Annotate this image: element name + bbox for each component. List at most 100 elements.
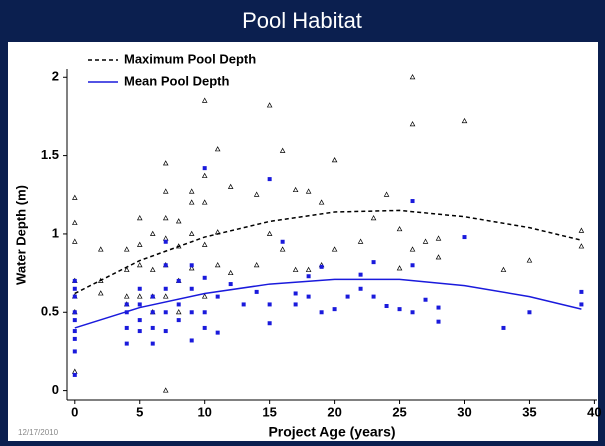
max-depth-point [409,121,416,127]
mean-depth-point [436,319,441,324]
mean-depth-point [306,294,311,299]
max-depth-point [188,265,195,271]
mean-depth-point [306,274,311,279]
x-tick-label: 5 [136,404,143,419]
max-depth-point [253,262,260,268]
max-depth-point [227,269,234,276]
mean-depth-point [150,310,155,315]
max-depth-point [292,266,299,272]
max-depth-point [162,160,169,166]
plot-panel [8,42,598,441]
mean-depth-point [501,325,506,330]
mean-depth-point [371,294,376,299]
y-tick-label: 1 [52,225,59,240]
mean-depth-point [319,264,324,269]
legend-label: Maximum Pool Depth [124,51,256,66]
mean-depth-point [72,286,77,291]
mean-depth-point [358,286,363,291]
max-depth-point [123,293,130,299]
max-depth-point [201,293,208,299]
max-depth-point [370,215,377,221]
mean-depth-point [72,310,77,315]
max-depth-point [201,97,208,103]
max-depth-point [396,265,403,271]
max-depth-point [72,238,78,244]
mean-depth-point [254,289,259,294]
max-depth-point [578,243,585,249]
max-depth-point [227,183,234,189]
mean-depth-point [150,341,155,346]
mean-depth-point [189,263,194,268]
max-depth-point [409,74,416,80]
y-axis-label: Water Depth (m) [13,185,28,285]
mean-depth-point [371,260,376,265]
mean-depth-point [72,278,77,283]
max-depth-point [279,147,286,153]
max-depth-point [279,246,286,252]
y-tick-label: 0 [52,382,59,397]
max-depth-point [383,191,390,197]
x-tick-label: 20 [327,404,341,419]
mean-depth-point [163,310,168,315]
fit-curve [74,278,582,329]
max-depth-point [72,194,78,200]
mean-depth-point [423,297,428,302]
max-depth-point [162,293,169,299]
mean-depth-point [319,310,324,315]
mean-depth-point [358,272,363,277]
max-depth-point [526,257,533,263]
max-depth-point [409,246,416,252]
mean-depth-point [280,239,285,244]
mean-depth-point [202,310,207,315]
mean-depth-point [150,294,155,299]
footer-date: 12/17/2010 [18,428,59,437]
mean-depth-point [124,341,129,346]
mean-depth-point [293,302,298,307]
max-depth-point [266,102,273,108]
max-depth-point [97,246,104,252]
mean-depth-point [579,302,584,307]
fit-curve [74,209,582,295]
max-depth-point [214,146,221,152]
mean-depth-point [579,289,584,294]
x-tick-label: 10 [197,404,211,419]
slide-title: Pool Habitat [242,8,362,33]
mean-depth-point [137,318,142,323]
mean-depth-point [384,304,389,308]
x-axis-label: Project Age (years) [268,424,395,440]
max-depth-point [175,309,182,315]
max-depth-point [175,218,182,224]
mean-depth-point [202,166,207,171]
max-depth-point [305,266,312,272]
y-tick-label: 1.5 [41,147,59,162]
mean-depth-point [176,318,181,323]
mean-depth-point [137,302,142,307]
mean-depth-point [189,310,194,315]
max-depth-point [162,387,169,393]
mean-depth-point [267,321,272,326]
mean-depth-point [202,275,207,280]
max-depth-point [435,254,442,260]
max-depth-point [149,230,156,236]
max-depth-point [123,266,130,272]
legend-label: Mean Pool Depth [124,73,230,88]
max-depth-point [201,199,208,205]
mean-depth-point [462,235,467,240]
x-tick-label: 35 [522,404,536,419]
max-depth-point [214,262,221,268]
mean-depth-point [176,302,181,307]
y-tick-label: 0.5 [41,304,59,319]
mean-depth-point [293,291,298,296]
max-depth-point [136,215,143,221]
max-depth-point [188,199,195,205]
mean-depth-point [215,330,220,335]
max-depth-point [253,191,260,197]
mean-depth-point [189,338,194,343]
mean-depth-point [72,336,77,341]
max-depth-point [201,172,208,178]
mean-depth-point [436,305,441,310]
max-depth-point [201,241,208,247]
mean-depth-point [124,302,129,307]
mean-depth-point [332,307,337,312]
